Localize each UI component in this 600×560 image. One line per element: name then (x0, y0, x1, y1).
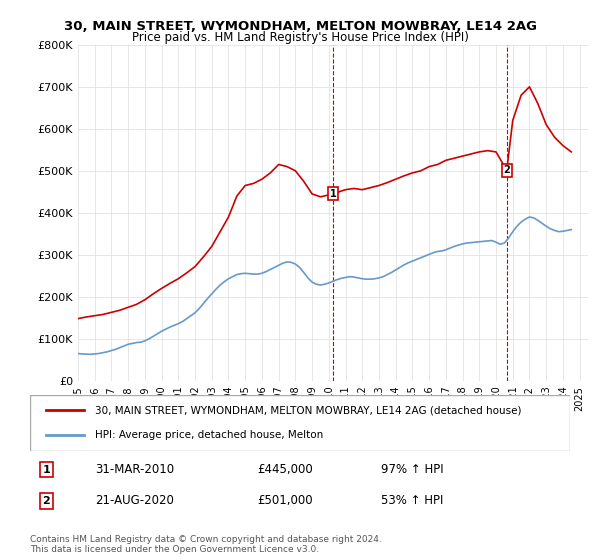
Text: 2: 2 (503, 165, 510, 175)
FancyBboxPatch shape (30, 395, 570, 451)
Text: HPI: Average price, detached house, Melton: HPI: Average price, detached house, Melt… (95, 430, 323, 440)
Text: 97% ↑ HPI: 97% ↑ HPI (381, 463, 443, 476)
Text: 31-MAR-2010: 31-MAR-2010 (95, 463, 174, 476)
Text: 2: 2 (43, 496, 50, 506)
Text: 30, MAIN STREET, WYMONDHAM, MELTON MOWBRAY, LE14 2AG: 30, MAIN STREET, WYMONDHAM, MELTON MOWBR… (64, 20, 536, 32)
Text: 1: 1 (43, 465, 50, 475)
Text: 21-AUG-2020: 21-AUG-2020 (95, 494, 173, 507)
Text: 30, MAIN STREET, WYMONDHAM, MELTON MOWBRAY, LE14 2AG (detached house): 30, MAIN STREET, WYMONDHAM, MELTON MOWBR… (95, 405, 521, 416)
Text: 53% ↑ HPI: 53% ↑ HPI (381, 494, 443, 507)
Text: 1: 1 (329, 189, 337, 199)
Text: £445,000: £445,000 (257, 463, 313, 476)
Text: Price paid vs. HM Land Registry's House Price Index (HPI): Price paid vs. HM Land Registry's House … (131, 31, 469, 44)
Text: Contains HM Land Registry data © Crown copyright and database right 2024.
This d: Contains HM Land Registry data © Crown c… (30, 535, 382, 554)
Text: £501,000: £501,000 (257, 494, 313, 507)
